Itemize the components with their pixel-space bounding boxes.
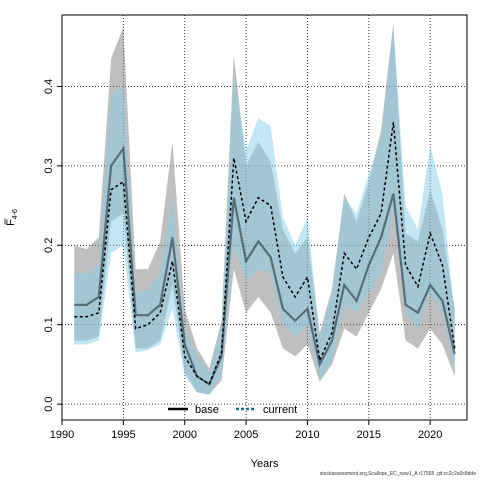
series-lines bbox=[74, 122, 456, 386]
legend-label-current: current bbox=[263, 404, 297, 416]
x-tick-label: 2005 bbox=[234, 429, 258, 441]
y-axis: 0.0 0.1 0.2 0.3 0.4 bbox=[43, 79, 62, 412]
y-axis-title-sub: 4-6 bbox=[12, 209, 19, 219]
band-current bbox=[74, 26, 455, 395]
legend: base current bbox=[168, 404, 297, 416]
x-tick-label: 2020 bbox=[418, 429, 442, 441]
y-tick-label: 0.3 bbox=[43, 158, 55, 173]
svg-text:F4-6: F4-6 bbox=[5, 209, 19, 226]
y-tick-label: 0.0 bbox=[43, 396, 55, 411]
plot-frame bbox=[61, 14, 468, 421]
x-tick-label: 2010 bbox=[295, 429, 319, 441]
line-base bbox=[74, 145, 456, 386]
x-tick-label: 2015 bbox=[357, 429, 381, 441]
confidence-bands bbox=[74, 22, 455, 395]
x-axis-title: Years bbox=[251, 458, 279, 470]
x-tick-label: 2000 bbox=[172, 429, 196, 441]
y-tick-label: 0.2 bbox=[43, 238, 55, 253]
x-tick-label: 1990 bbox=[50, 429, 74, 441]
footer-source-text: stockassessment.org,Scallops_EC_new1_A r… bbox=[319, 471, 476, 477]
y-tick-label: 0.1 bbox=[43, 317, 55, 332]
x-tick-label: 1995 bbox=[111, 429, 135, 441]
y-axis-title-main: F bbox=[5, 219, 17, 226]
legend-label-base: base bbox=[195, 404, 219, 416]
y-tick-label: 0.4 bbox=[43, 79, 55, 94]
x-axis: 1990 1995 2000 2005 2010 2015 2020 bbox=[50, 420, 442, 441]
y-axis-title: F4-6 bbox=[4, 209, 19, 226]
